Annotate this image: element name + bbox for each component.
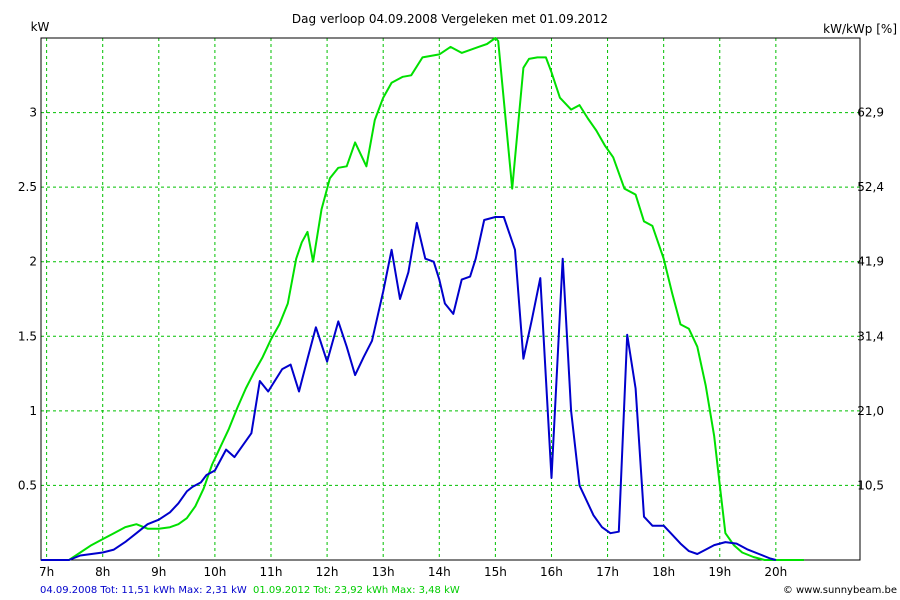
x-tick-label-1: 8h [95, 565, 110, 579]
y-axis-left-label: kW [31, 20, 50, 34]
x-tick-label-4: 11h [260, 565, 283, 579]
y-left-tick-label-4: 2.5 [18, 180, 37, 194]
y-right-tick-label-1: 21,0 [857, 404, 884, 418]
y-left-tick-label-0: 0.5 [18, 478, 37, 492]
y-left-tick-label-3: 2 [29, 255, 37, 269]
y-axis-left-ticks: 0.5 1 1.5 2 2.5 3 [18, 106, 37, 493]
y-left-tick-label-5: 3 [29, 106, 37, 120]
x-tick-label-6: 13h [372, 565, 395, 579]
y-axis-right-label: kW/kWp [%] [823, 22, 897, 36]
series-lines [41, 37, 804, 561]
y-left-tick-label-2: 1.5 [18, 329, 37, 343]
x-tick-label-13: 20h [764, 565, 787, 579]
x-tick-label-9: 16h [540, 565, 563, 579]
y-right-tick-label-3: 41,9 [857, 255, 884, 269]
y-right-tick-label-2: 31,4 [857, 329, 884, 343]
legend-series-2008: 04.09.2008 Tot: 11,51 kWh Max: 2,31 kW [40, 585, 247, 596]
x-tick-label-2: 9h [151, 565, 166, 579]
x-tick-label-8: 15h [484, 565, 507, 579]
x-tick-label-12: 19h [708, 565, 731, 579]
y-right-tick-label-0: 10,5 [857, 478, 884, 492]
series-line-04-09-2008 [41, 216, 777, 561]
x-tick-label-3: 10h [203, 565, 226, 579]
legend-series-2012: 01.09.2012 Tot: 23,92 kWh Max: 3,48 kW [253, 585, 460, 596]
y-right-tick-label-5: 62,9 [857, 106, 884, 120]
chart-title: Dag verloop 04.09.2008 Vergeleken met 01… [292, 12, 608, 26]
y-axis-right-ticks: 10,5 21,0 31,4 41,9 52,4 62,9 [857, 106, 884, 493]
y-right-tick-label-4: 52,4 [857, 180, 884, 194]
x-tick-label-5: 12h [316, 565, 339, 579]
svg-text:04.09.2008 Tot: 11,51 kWh Max:: 04.09.2008 Tot: 11,51 kWh Max: 2,31 kW 0… [40, 585, 460, 596]
copyright-label: © www.sunnybeam.be [783, 585, 897, 596]
series-line-01-09-2012 [41, 37, 804, 561]
x-tick-label-0: 7h [39, 565, 54, 579]
x-tick-label-11: 18h [652, 565, 675, 579]
y-left-tick-label-1: 1 [29, 404, 37, 418]
x-tick-label-7: 14h [428, 565, 451, 579]
x-tick-label-10: 17h [596, 565, 619, 579]
plot-frame [40, 37, 861, 561]
grid-lines [41, 38, 860, 560]
x-axis-ticks: 7h 8h 9h 10h 11h 12h 13h 14h 15h 16h 17h 18h 19h 20h [39, 565, 787, 579]
